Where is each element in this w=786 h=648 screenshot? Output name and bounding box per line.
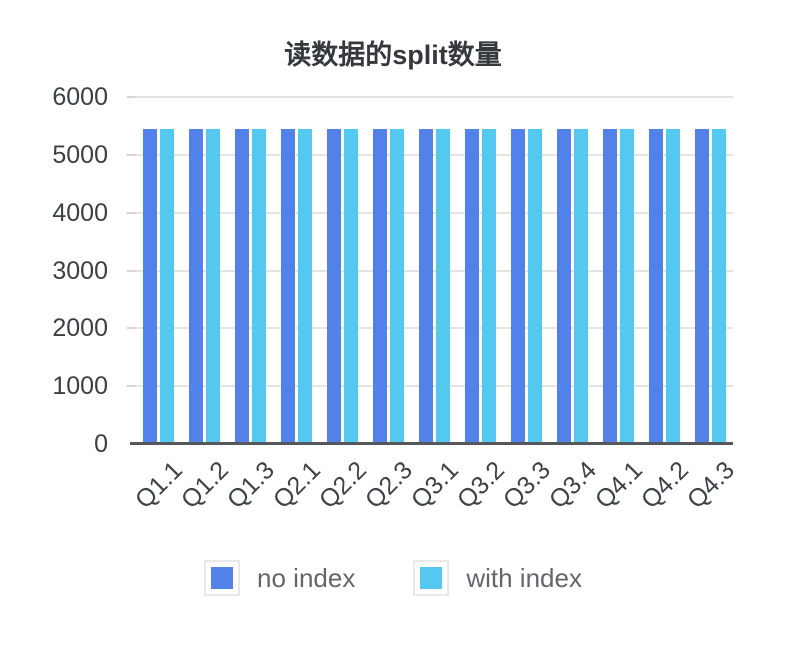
legend-label: no index	[257, 562, 356, 593]
bar-with-index-Q1.2	[205, 128, 220, 444]
y-axis-label: 5000	[52, 140, 108, 169]
bar-group-Q2.1	[273, 97, 319, 444]
y-axis-label: 6000	[52, 83, 108, 111]
legend-color-swatch	[420, 567, 443, 589]
legend-color-swatch	[211, 567, 234, 589]
bar-with-index-Q3.1	[435, 128, 450, 444]
x-axis-label-Q1.2: Q1.2	[175, 456, 234, 515]
bar-with-index-Q3.4	[573, 128, 588, 444]
y-axis-tick	[127, 153, 135, 156]
legend-marker-box	[204, 560, 241, 596]
gridline	[135, 385, 733, 388]
x-axis-label-Q2.3: Q2.3	[359, 456, 418, 515]
legend-label: with index	[466, 562, 582, 593]
bar-no-index-Q4.1	[602, 128, 617, 444]
legend-item-no-index[interactable]: no index	[204, 560, 355, 596]
x-axis-label-Q1.1: Q1.1	[129, 456, 188, 515]
bar-group-Q3.3	[503, 97, 549, 444]
bar-with-index-Q1.3	[251, 128, 266, 444]
x-axis-line	[130, 442, 733, 445]
bar-no-index-Q2.1	[280, 128, 295, 444]
y-axis-label: 0	[94, 430, 108, 458]
bar-no-index-Q3.3	[510, 128, 525, 444]
gridline	[135, 211, 733, 214]
bar-with-index-Q2.3	[389, 128, 404, 444]
y-axis-tick	[127, 269, 135, 272]
y-axis-label: 2000	[52, 314, 108, 343]
y-axis-tick	[127, 385, 135, 388]
x-axis-label-Q3.1: Q3.1	[405, 456, 464, 515]
legend-marker-box	[413, 560, 450, 596]
y-axis-label: 4000	[52, 198, 108, 227]
bar-group-Q2.3	[365, 97, 411, 444]
bar-with-index-Q1.1	[159, 128, 174, 444]
x-axis-label-Q4.2: Q4.2	[635, 456, 694, 515]
x-axis-label-Q1.3: Q1.3	[221, 456, 280, 515]
gridline	[135, 327, 733, 330]
x-axis-label-Q2.1: Q2.1	[267, 456, 326, 515]
bar-no-index-Q4.2	[648, 128, 663, 444]
legend: no index with index	[0, 560, 786, 596]
y-axis-label: 3000	[52, 256, 108, 285]
bar-group-Q4.1	[595, 97, 641, 444]
bar-group-Q4.2	[641, 97, 687, 444]
y-axis-tick	[127, 211, 135, 214]
gridline	[135, 269, 733, 272]
bar-group-Q3.1	[411, 97, 457, 444]
bar-group-Q3.4	[549, 97, 595, 444]
bar-with-index-Q4.2	[665, 128, 680, 444]
x-axis-label-Q3.3: Q3.3	[497, 456, 556, 515]
bar-group-Q1.1	[135, 97, 181, 444]
x-axis-label-Q4.3: Q4.3	[681, 456, 740, 515]
y-axis-tick	[127, 96, 135, 98]
bar-group-Q3.2	[457, 97, 503, 444]
y-axis-label: 1000	[52, 372, 108, 401]
bar-no-index-Q1.3	[234, 128, 249, 444]
x-axis-label-Q3.2: Q3.2	[451, 456, 510, 515]
bar-no-index-Q3.4	[556, 128, 571, 444]
gridline	[135, 96, 733, 98]
bar-no-index-Q3.1	[418, 128, 433, 444]
bar-with-index-Q4.1	[619, 128, 634, 444]
bar-with-index-Q4.3	[711, 128, 726, 444]
plot-area	[127, 96, 733, 445]
bar-no-index-Q1.1	[142, 128, 157, 444]
bar-no-index-Q2.2	[326, 128, 341, 444]
bar-no-index-Q1.2	[188, 128, 203, 444]
x-axis-label-Q4.1: Q4.1	[589, 456, 648, 515]
y-axis-tick	[127, 327, 135, 330]
x-axis: Q1.1 Q1.2 Q1.3 Q2.1 Q2.2 Q2.3 Q3.1 Q3.2 Q3.3 Q3.4…	[130, 456, 740, 536]
chart-title: 读数据的split数量	[284, 40, 502, 70]
bar-with-index-Q3.3	[527, 128, 542, 444]
x-axis-label-Q3.4: Q3.4	[543, 456, 602, 515]
bars-container	[135, 97, 733, 444]
x-axis-label-Q2.2: Q2.2	[313, 456, 372, 515]
bar-no-index-Q4.3	[694, 128, 709, 444]
bar-group-Q4.3	[687, 97, 733, 444]
bar-with-index-Q2.1	[297, 128, 312, 444]
legend-item-with-index[interactable]: with index	[413, 560, 582, 596]
bar-group-Q1.2	[181, 97, 227, 444]
gridline	[135, 153, 733, 156]
bar-no-index-Q2.3	[372, 128, 387, 444]
bar-group-Q2.2	[319, 97, 365, 444]
bar-with-index-Q2.2	[343, 128, 358, 444]
bar-no-index-Q3.2	[464, 128, 479, 444]
bar-with-index-Q3.2	[481, 128, 496, 444]
bar-group-Q1.3	[227, 97, 273, 444]
